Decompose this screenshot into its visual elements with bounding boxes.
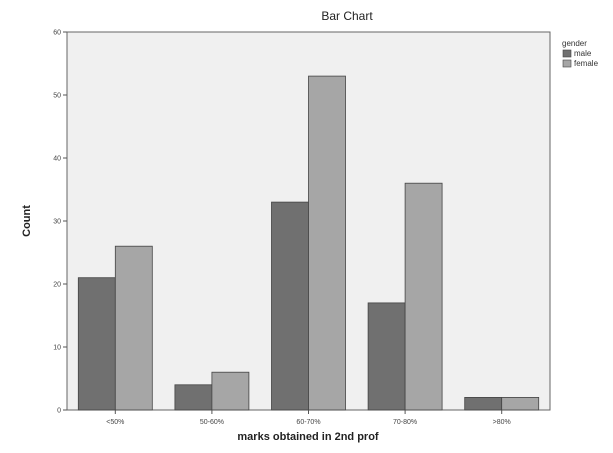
y-tick-label: 50 [53, 93, 61, 100]
y-tick-label: 60 [53, 30, 61, 37]
bar-male-0 [77, 277, 116, 411]
legend-label-female: female [574, 59, 599, 68]
x-tick-label: 60-70% [296, 419, 320, 426]
x-axis: <50% 50-60% 60-70% 70-80% >80% [106, 410, 511, 426]
y-tick-label: 30 [53, 219, 61, 226]
y-axis: 0 10 20 30 40 50 60 [53, 30, 67, 415]
x-tick-label: 70-80% [393, 419, 417, 426]
bar-male-4 [464, 396, 503, 411]
legend-swatch-male [562, 49, 572, 58]
x-tick-label: 50-60% [200, 419, 224, 426]
y-tick-label: 10 [53, 345, 61, 352]
y-tick-label: 40 [53, 156, 61, 163]
x-axis-label: marks obtained in 2nd prof [237, 431, 379, 443]
x-tick-label: <50% [106, 419, 124, 426]
bar-female-3 [404, 182, 443, 411]
bar-female-1 [211, 371, 250, 411]
legend-swatch-female [562, 59, 572, 68]
y-tick-label: 20 [53, 282, 61, 289]
y-axis-label: Count [21, 205, 33, 237]
bar-female-2 [308, 75, 346, 411]
chart-title: Bar Chart [321, 9, 373, 23]
legend-label-male: male [574, 49, 592, 58]
legend-title: gender [562, 39, 587, 48]
bars-group [77, 75, 540, 411]
y-tick-label: 0 [57, 408, 61, 415]
x-tick-label: >80% [493, 419, 511, 426]
bar-male-1 [174, 384, 213, 411]
bar-female-0 [114, 245, 153, 411]
bar-male-2 [271, 201, 309, 411]
bar-male-3 [367, 302, 406, 411]
bar-female-4 [501, 396, 540, 411]
